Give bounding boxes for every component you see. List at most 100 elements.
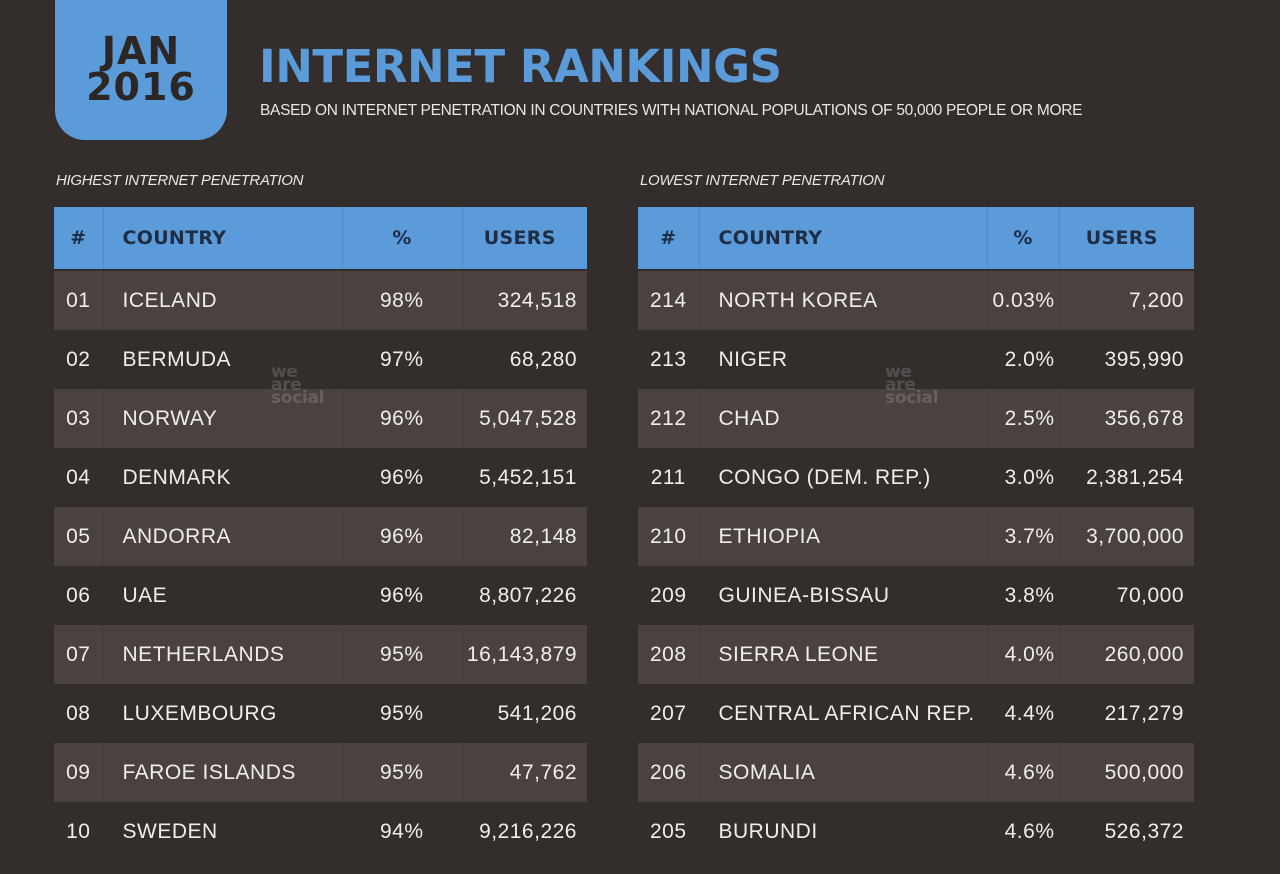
table-row: 06 UAE 96% 8,807,226	[54, 566, 587, 625]
spacer	[54, 269, 587, 271]
percent-cell: 96%	[342, 507, 463, 566]
table-row: 07 NETHERLANDS 95% 16,143,879	[54, 625, 587, 684]
users-cell: 7,200	[1059, 271, 1194, 330]
users-cell: 16,143,879	[462, 625, 587, 684]
rank-cell: 01	[54, 271, 104, 330]
country-cell: NORTH KOREA	[699, 271, 988, 330]
rank-cell: 06	[54, 566, 104, 625]
rank-cell: 209	[638, 566, 700, 625]
badge-month: JAN	[101, 29, 181, 73]
country-cell: SOMALIA	[699, 743, 988, 802]
rank-cell: 212	[638, 389, 700, 448]
country-cell: ICELAND	[103, 271, 343, 330]
table-header-row: # COUNTRY % USERS	[54, 207, 587, 269]
rank-cell: 07	[54, 625, 104, 684]
country-cell: NETHERLANDS	[103, 625, 343, 684]
percent-cell: 3.8%	[987, 566, 1060, 625]
country-cell: SWEDEN	[103, 802, 343, 861]
percent-cell: 94%	[342, 802, 463, 861]
rank-cell: 213	[638, 330, 700, 389]
lowest-penetration-table: # COUNTRY % USERS 214 NORTH KOREA 0.03% …	[638, 207, 1194, 861]
country-cell: LUXEMBOURG	[103, 684, 343, 743]
country-cell: NIGER	[699, 330, 988, 389]
users-cell: 3,700,000	[1059, 507, 1194, 566]
users-cell: 5,452,151	[462, 448, 587, 507]
table-row: 04 DENMARK 96% 5,452,151	[54, 448, 587, 507]
spacer-cell	[54, 269, 587, 271]
rank-cell: 210	[638, 507, 700, 566]
percent-cell: 98%	[342, 271, 463, 330]
country-cell: FAROE ISLANDS	[103, 743, 343, 802]
table-row: 209 GUINEA-BISSAU 3.8% 70,000	[638, 566, 1194, 625]
badge-year: 2016	[86, 65, 196, 109]
column-header-percent: %	[342, 207, 463, 269]
users-cell: 5,047,528	[462, 389, 587, 448]
percent-cell: 2.0%	[987, 330, 1060, 389]
table-row: 208 SIERRA LEONE 4.0% 260,000	[638, 625, 1194, 684]
table-row: 05 ANDORRA 96% 82,148	[54, 507, 587, 566]
column-header-percent: %	[987, 207, 1060, 269]
table-row: 212 CHAD 2.5% 356,678	[638, 389, 1194, 448]
table-row: 207 CENTRAL AFRICAN REP. 4.4% 217,279	[638, 684, 1194, 743]
lowest-section-label: LOWEST INTERNET PENETRATION	[640, 172, 885, 189]
users-cell: 395,990	[1059, 330, 1194, 389]
table-row: 213 NIGER 2.0% 395,990	[638, 330, 1194, 389]
percent-cell: 97%	[342, 330, 463, 389]
percent-cell: 95%	[342, 684, 463, 743]
table-row: 206 SOMALIA 4.6% 500,000	[638, 743, 1194, 802]
rank-cell: 206	[638, 743, 700, 802]
column-header-rank: #	[54, 207, 104, 269]
country-cell: ETHIOPIA	[699, 507, 988, 566]
percent-cell: 95%	[342, 625, 463, 684]
rank-cell: 208	[638, 625, 700, 684]
country-cell: CHAD	[699, 389, 988, 448]
rank-cell: 08	[54, 684, 104, 743]
country-cell: CONGO (DEM. REP.)	[699, 448, 988, 507]
users-cell: 82,148	[462, 507, 587, 566]
users-cell: 500,000	[1059, 743, 1194, 802]
country-cell: ANDORRA	[103, 507, 343, 566]
rank-cell: 05	[54, 507, 104, 566]
users-cell: 260,000	[1059, 625, 1194, 684]
users-cell: 541,206	[462, 684, 587, 743]
percent-cell: 4.6%	[987, 802, 1060, 861]
users-cell: 2,381,254	[1059, 448, 1194, 507]
column-header-country: COUNTRY	[103, 207, 343, 269]
users-cell: 68,280	[462, 330, 587, 389]
column-header-users: USERS	[1059, 207, 1194, 269]
users-cell: 9,216,226	[462, 802, 587, 861]
percent-cell: 4.0%	[987, 625, 1060, 684]
users-cell: 47,762	[462, 743, 587, 802]
table-row: 10 SWEDEN 94% 9,216,226	[54, 802, 587, 861]
column-header-country: COUNTRY	[699, 207, 988, 269]
table-row: 08 LUXEMBOURG 95% 541,206	[54, 684, 587, 743]
country-cell: UAE	[103, 566, 343, 625]
column-header-rank: #	[638, 207, 700, 269]
users-cell: 70,000	[1059, 566, 1194, 625]
table-row: 02 BERMUDA 97% 68,280	[54, 330, 587, 389]
date-badge: JAN 2016	[55, 0, 227, 140]
rank-cell: 10	[54, 802, 104, 861]
rank-cell: 214	[638, 271, 700, 330]
country-cell: CENTRAL AFRICAN REP.	[699, 684, 988, 743]
country-cell: NORWAY	[103, 389, 343, 448]
percent-cell: 3.0%	[987, 448, 1060, 507]
table-row: 211 CONGO (DEM. REP.) 3.0% 2,381,254	[638, 448, 1194, 507]
country-cell: BURUNDI	[699, 802, 988, 861]
users-cell: 324,518	[462, 271, 587, 330]
country-cell: GUINEA-BISSAU	[699, 566, 988, 625]
rank-cell: 04	[54, 448, 104, 507]
percent-cell: 4.4%	[987, 684, 1060, 743]
spacer	[638, 269, 1194, 271]
users-cell: 356,678	[1059, 389, 1194, 448]
table-row: 205 BURUNDI 4.6% 526,372	[638, 802, 1194, 861]
page-subtitle: BASED ON INTERNET PENETRATION IN COUNTRI…	[260, 102, 1083, 119]
users-cell: 217,279	[1059, 684, 1194, 743]
percent-cell: 4.6%	[987, 743, 1060, 802]
column-header-users: USERS	[462, 207, 587, 269]
table-row: 01 ICELAND 98% 324,518	[54, 271, 587, 330]
spacer-cell	[638, 269, 1194, 271]
page-title: INTERNET RANKINGS	[259, 40, 782, 93]
table-row: 214 NORTH KOREA 0.03% 7,200	[638, 271, 1194, 330]
rank-cell: 211	[638, 448, 700, 507]
